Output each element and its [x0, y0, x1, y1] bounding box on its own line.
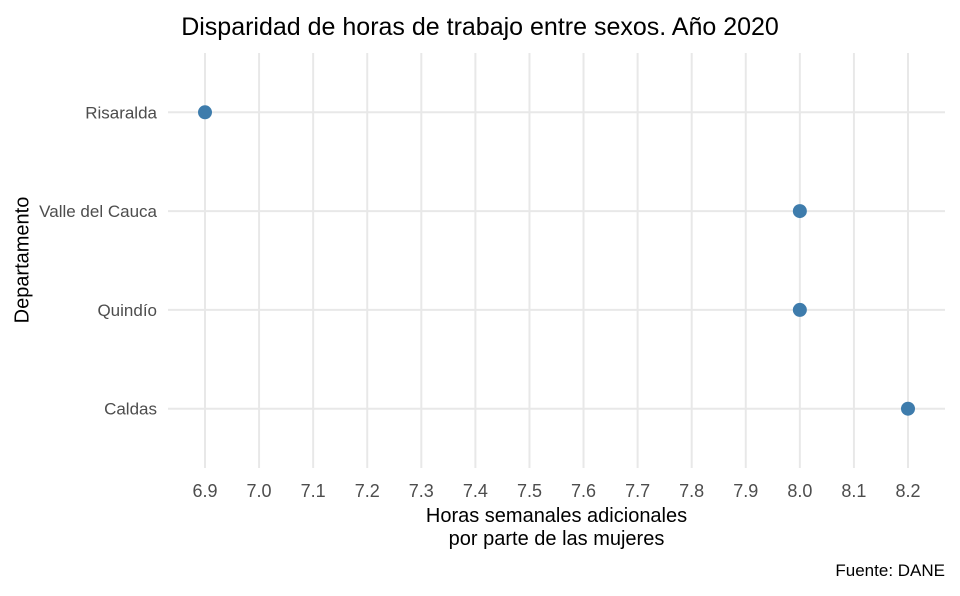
x-tick-label: 7.6 — [571, 481, 596, 501]
data-point — [901, 401, 915, 416]
x-axis-title-line2: por parte de las mujeres — [448, 528, 665, 550]
x-tick-label: 7.2 — [355, 481, 380, 501]
y-category-label: Quindío — [97, 301, 157, 320]
y-category-label: Valle del Cauca — [39, 202, 157, 221]
x-tick-label: 8.2 — [895, 481, 920, 501]
x-axis-title-line1: Horas semanales adicionales — [425, 505, 688, 527]
x-tick-label: 7.8 — [679, 481, 704, 501]
x-tick-label: 8.0 — [787, 481, 812, 501]
x-tick-label: 7.0 — [247, 481, 272, 501]
y-axis-title: Departamento — [11, 196, 34, 324]
x-tick-label: 7.7 — [625, 481, 650, 501]
x-tick-label: 8.1 — [841, 481, 866, 501]
data-point — [792, 204, 807, 219]
x-tick-label: 7.5 — [517, 481, 542, 501]
chart-title: Disparidad de horas de trabajo entre sex… — [181, 13, 779, 41]
x-axis-title: Horas semanales adicionales por parte de… — [168, 505, 945, 551]
x-tick-label: 7.9 — [733, 481, 758, 501]
x-tick-label: 7.1 — [301, 481, 326, 501]
data-point — [198, 105, 212, 120]
x-tick-label: 6.9 — [192, 481, 217, 501]
y-category-label: Caldas — [104, 400, 157, 419]
x-tick-label: 7.4 — [463, 481, 488, 501]
x-tick-label: 7.3 — [409, 481, 434, 501]
data-point — [792, 302, 807, 317]
y-category-label: Risaralda — [85, 103, 157, 122]
source-caption: Fuente: DANE — [835, 561, 945, 580]
